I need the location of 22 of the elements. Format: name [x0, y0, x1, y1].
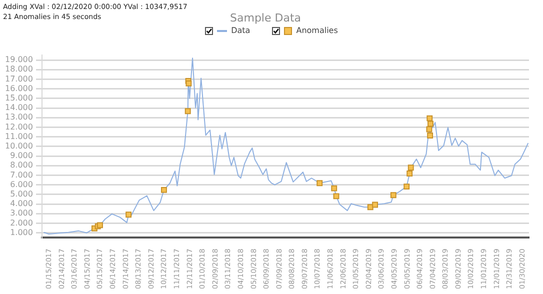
y-tick-label: 6.000: [10, 180, 33, 189]
y-tick-label: 14.000: [4, 103, 33, 112]
y-tick-label: 15.000: [4, 93, 33, 102]
y-tick-label: 5.000: [10, 190, 33, 199]
y-tick-label: 10.000: [4, 142, 33, 151]
y-tick-label: 9.000: [10, 151, 33, 160]
y-tick-label: 4.000: [10, 199, 33, 208]
y-tick-label: 1.000: [10, 228, 33, 237]
y-tick-label: 19.000: [4, 55, 33, 64]
y-tick-label: 2.000: [10, 218, 33, 228]
legend-label: Data: [231, 26, 250, 35]
y-tick-label: 7.000: [10, 170, 33, 180]
y-tick-label: 13.000: [4, 112, 33, 122]
y-tick-label: 11.000: [4, 132, 33, 141]
y-tick-label: 8.000: [10, 160, 33, 170]
y-tick-label: 18.000: [4, 64, 33, 74]
y-tick-label: 12.000: [4, 122, 33, 132]
legend-label: Anomalies: [296, 26, 338, 35]
chart-title: Sample Data: [230, 11, 302, 24]
y-tick-label: 3.000: [10, 208, 33, 218]
y-tick-label: 17.000: [4, 74, 33, 84]
y-tick-label: 16.000: [4, 84, 33, 93]
